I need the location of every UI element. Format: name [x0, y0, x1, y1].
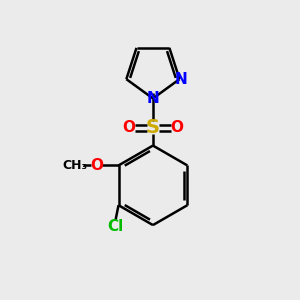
Text: S: S	[146, 118, 160, 137]
Text: CH₃: CH₃	[63, 159, 88, 172]
Text: O: O	[90, 158, 103, 173]
Text: N: N	[147, 91, 159, 106]
Text: O: O	[122, 120, 135, 135]
Text: N: N	[175, 72, 188, 87]
Text: Cl: Cl	[107, 219, 124, 234]
Text: O: O	[171, 120, 184, 135]
